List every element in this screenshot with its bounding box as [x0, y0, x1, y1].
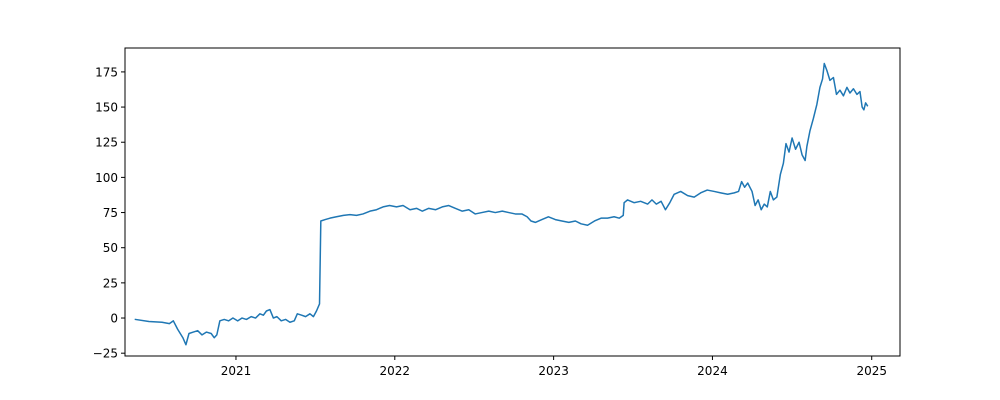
y-tick-label: 100 — [95, 171, 118, 185]
axes-frame — [124, 47, 901, 357]
y-tick-label: 50 — [103, 241, 118, 255]
x-axis: 2021 2022 2023 2024 2025 — [221, 356, 887, 378]
series-line-0 — [134, 62, 869, 346]
y-tick-label: 125 — [95, 136, 118, 150]
y-tick-label: 150 — [95, 101, 118, 115]
y-axis: −25 0 25 50 75 100 125 150 175 — [93, 65, 125, 361]
y-tick-label: 175 — [95, 65, 118, 79]
x-tick-label: 2021 — [221, 364, 252, 378]
y-tick-label: 0 — [110, 312, 118, 326]
x-tick-label: 2024 — [697, 364, 728, 378]
plot-area — [134, 62, 869, 346]
y-tick-label: 25 — [103, 276, 118, 290]
y-tick-label: 75 — [103, 206, 118, 220]
y-tick-label: −25 — [93, 347, 118, 361]
x-tick-label: 2025 — [856, 364, 887, 378]
x-tick-label: 2023 — [538, 364, 569, 378]
x-tick-label: 2022 — [380, 364, 411, 378]
